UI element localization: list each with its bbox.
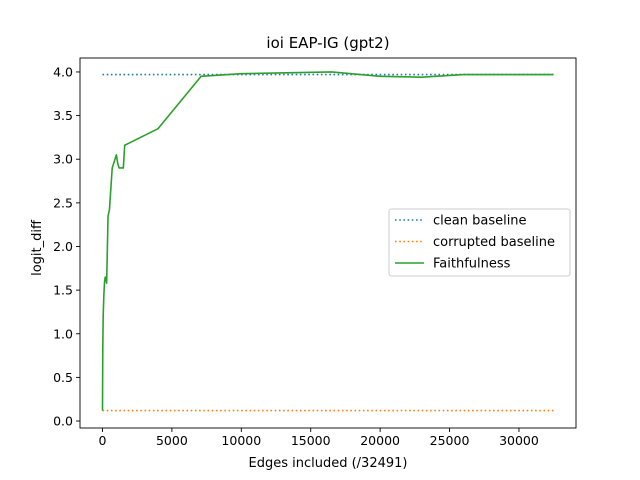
x-axis-label: Edges included (/32491) bbox=[249, 456, 408, 471]
y-tick-label: 0.0 bbox=[53, 414, 73, 429]
x-tick-label: 20000 bbox=[360, 433, 400, 448]
y-tick-label: 0.5 bbox=[53, 370, 73, 385]
x-tick-label: 15000 bbox=[291, 433, 331, 448]
x-tick-label: 5000 bbox=[156, 433, 188, 448]
y-tick-label: 1.0 bbox=[53, 326, 73, 341]
x-tick-label: 25000 bbox=[430, 433, 470, 448]
chart-title: ioi EAP-IG (gpt2) bbox=[266, 34, 389, 52]
y-tick-label: 1.5 bbox=[53, 283, 73, 298]
y-tick-label: 2.5 bbox=[53, 195, 73, 210]
series-line-faithfulness bbox=[101, 71, 554, 411]
plot-area: 0 5000 10000 15000 20000 25000 30000 0.0 0.5 1.0 1… bbox=[53, 57, 577, 448]
x-tick-label: 30000 bbox=[499, 433, 539, 448]
y-axis-label: logit_diff bbox=[30, 219, 45, 276]
legend-frame bbox=[388, 208, 571, 277]
x-tick-label: 10000 bbox=[221, 433, 261, 448]
legend-label: Faithfulness bbox=[433, 257, 511, 272]
plot-frame bbox=[79, 57, 577, 429]
legend: clean baseline corrupted baseline Faithful… bbox=[388, 208, 571, 277]
y-tick-label: 3.5 bbox=[53, 108, 73, 123]
y-tick-label: 3.0 bbox=[53, 152, 73, 167]
x-tick-label: 0 bbox=[99, 433, 107, 448]
y-tick-label: 2.0 bbox=[53, 239, 73, 254]
legend-label: corrupted baseline bbox=[433, 235, 555, 250]
legend-label: clean baseline bbox=[433, 214, 527, 229]
y-tick-label: 4.0 bbox=[53, 64, 73, 79]
